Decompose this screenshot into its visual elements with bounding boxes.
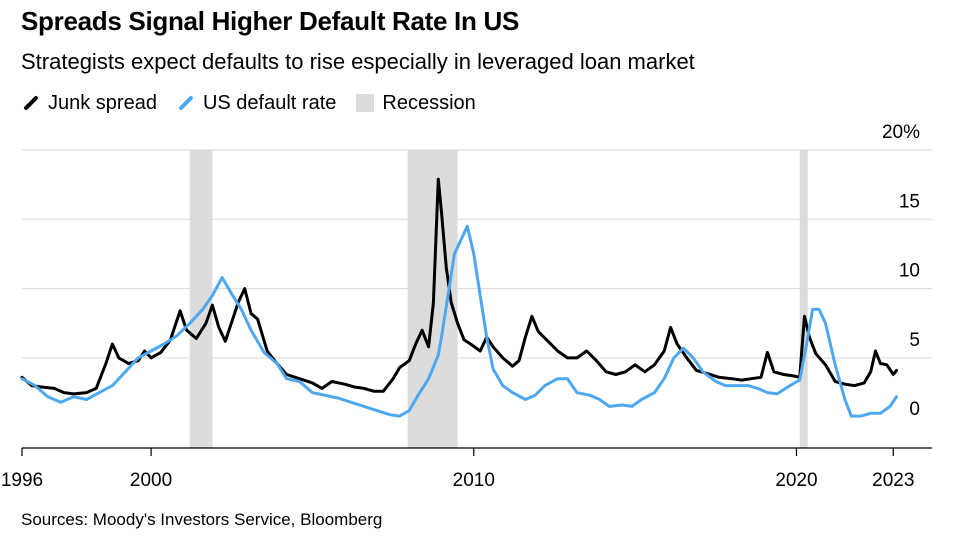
y-tick-label-0: 0 <box>909 399 920 420</box>
series-lines <box>20 177 898 418</box>
y-tick-label-5: 5 <box>909 330 920 351</box>
legend-label-junk-spread: Junk spread <box>48 91 157 114</box>
chart-subtitle: Strategists expect defaults to rise espe… <box>21 49 695 74</box>
x-tick-label-2010: 2010 <box>453 470 495 491</box>
x-tick-label-2000: 2000 <box>130 470 172 491</box>
legend-item-default-rate: US default rate <box>177 92 336 115</box>
y-tick-label-10: 10 <box>899 261 920 282</box>
chart-legend: Junk spread US default rate Recession <box>22 90 496 116</box>
legend-label-recession: Recession <box>382 91 476 114</box>
series-line-junk-spread <box>20 177 898 396</box>
series-line-us-default-rate <box>20 224 898 418</box>
source-note: Sources: Moody's Investors Service, Bloo… <box>21 510 383 529</box>
legend-item-recession: Recession <box>356 91 476 115</box>
legend-item-junk-spread: Junk spread <box>22 92 157 115</box>
x-tick-label-2023: 2023 <box>872 470 914 491</box>
recession-band-0 <box>189 150 213 448</box>
y-tick-label-20: 20% <box>882 122 920 143</box>
recession-band-2 <box>799 150 808 448</box>
legend-label-default-rate: US default rate <box>202 91 337 114</box>
gridlines <box>22 149 932 359</box>
x-tick-label-1996: 1996 <box>1 470 43 491</box>
axes: 0 5 10 15 20% 1996 2000 2010 2020 2023 <box>1 122 932 491</box>
recession-bands <box>189 150 808 448</box>
chart-title: Spreads Signal Higher Default Rate In US <box>21 6 519 36</box>
legend-swatch-recession <box>356 94 375 112</box>
y-tick-label-15: 15 <box>899 191 920 212</box>
x-tick-label-2020: 2020 <box>775 470 817 491</box>
